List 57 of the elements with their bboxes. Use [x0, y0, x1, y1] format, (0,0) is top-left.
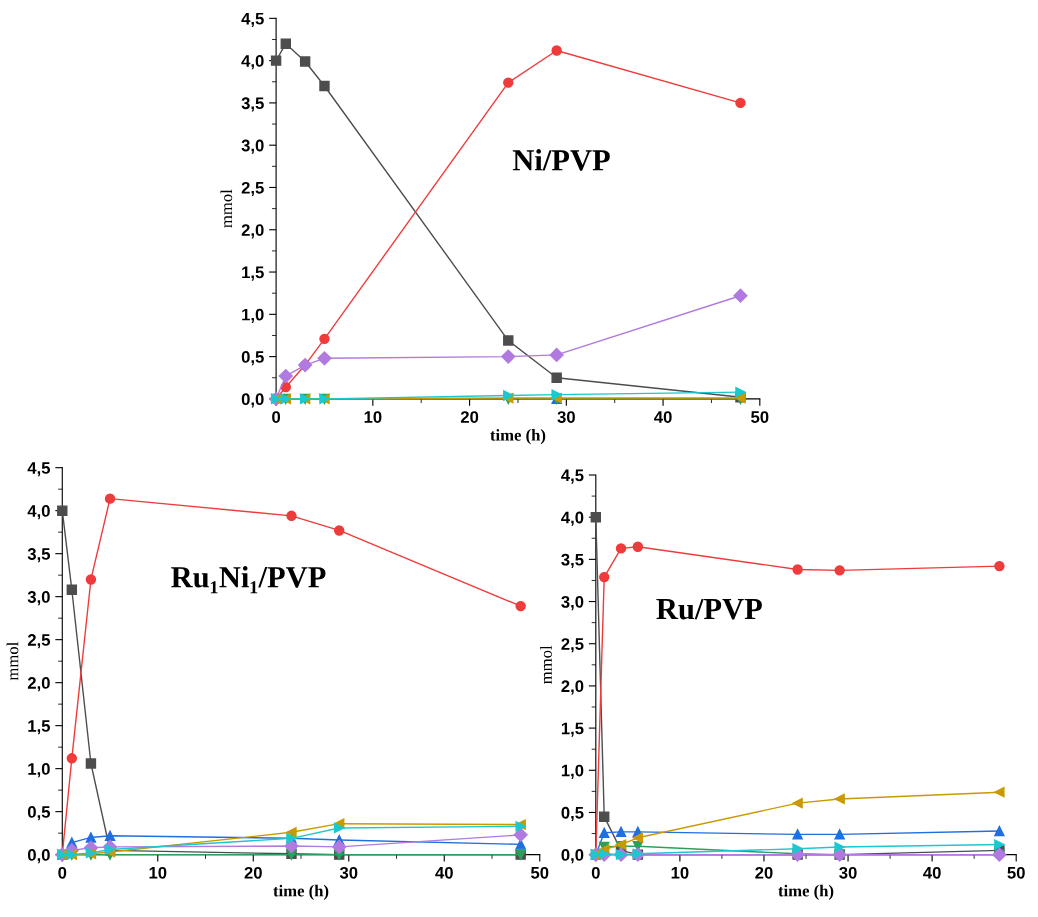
y-tick-label: 1,0 [561, 764, 584, 779]
y-tick-label: 2,5 [241, 181, 264, 197]
y-tick-label: 4,0 [561, 511, 584, 526]
y-tick-label: 3,5 [241, 97, 264, 112]
y-tick-label: 1,0 [242, 308, 264, 323]
y-tick-label: 0,0 [27, 849, 50, 864]
x-tick-label: 30 [557, 411, 575, 423]
x-tick-label: 10 [364, 411, 382, 423]
y-tick-label: 3,5 [561, 553, 584, 568]
y-tick-label: 2,0 [561, 680, 584, 695]
text: Ru/PVP [656, 598, 762, 620]
y-tick-label: 3,0 [241, 139, 264, 154]
y-tick-label: 0,0 [241, 393, 264, 408]
text: Ru₁Ni₁/PVP [171, 566, 326, 594]
y-tick-label: 3,5 [27, 548, 51, 563]
x-tick-label: 50 [1007, 866, 1025, 879]
x-tick-label: 40 [923, 866, 941, 879]
x-tick-label: 50 [751, 411, 769, 423]
y-tick-label: 4,0 [241, 55, 264, 70]
x-tick-label: 0 [58, 866, 67, 879]
y-tick-label: 4,5 [241, 12, 264, 27]
x-axis-title: time (h) [490, 429, 546, 445]
x-axis-title: time (h) [273, 884, 329, 900]
x-axis-title: time (h) [778, 884, 834, 900]
y-tick-label: 0,5 [27, 806, 51, 821]
y-tick-label: 0,0 [561, 849, 584, 864]
y-tick-label: 2,5 [561, 638, 584, 653]
y-axis-title: mmol [540, 645, 552, 684]
y-tick-label: 4,5 [27, 462, 51, 477]
y-tick-label: 4,5 [561, 469, 584, 484]
y-tick-label: 0,5 [241, 351, 264, 366]
text: Ni/PVP [512, 149, 610, 171]
x-tick-label: 10 [671, 866, 689, 879]
x-tick-label: 40 [435, 866, 453, 879]
y-tick-label: 4,0 [27, 505, 50, 520]
x-tick-label: 30 [339, 866, 358, 879]
x-tick-label: 40 [654, 411, 672, 423]
y-tick-label: 1,5 [28, 720, 51, 735]
x-tick-label: 30 [839, 866, 857, 879]
x-tick-label: 10 [149, 866, 167, 879]
y-tick-label: 2,0 [241, 224, 264, 239]
y-tick-label: 2,5 [27, 634, 51, 649]
y-tick-label: 2,0 [27, 677, 50, 692]
y-axis-title: mmol [220, 189, 233, 228]
y-tick-label: 1,5 [561, 722, 584, 737]
y-tick-label: 0,5 [561, 806, 584, 822]
y-tick-label: 3,0 [27, 591, 50, 606]
x-tick-label: 20 [755, 866, 773, 879]
x-tick-label: 20 [460, 411, 479, 423]
y-tick-label: 3,0 [561, 595, 584, 611]
x-tick-label: 0 [591, 866, 600, 879]
x-tick-label: 50 [531, 866, 549, 879]
x-tick-label: 0 [272, 411, 281, 423]
y-tick-label: 1,0 [28, 763, 50, 778]
y-axis-title: mmol [6, 642, 19, 681]
x-tick-label: 20 [244, 866, 262, 879]
y-tick-label: 1,5 [242, 266, 264, 281]
